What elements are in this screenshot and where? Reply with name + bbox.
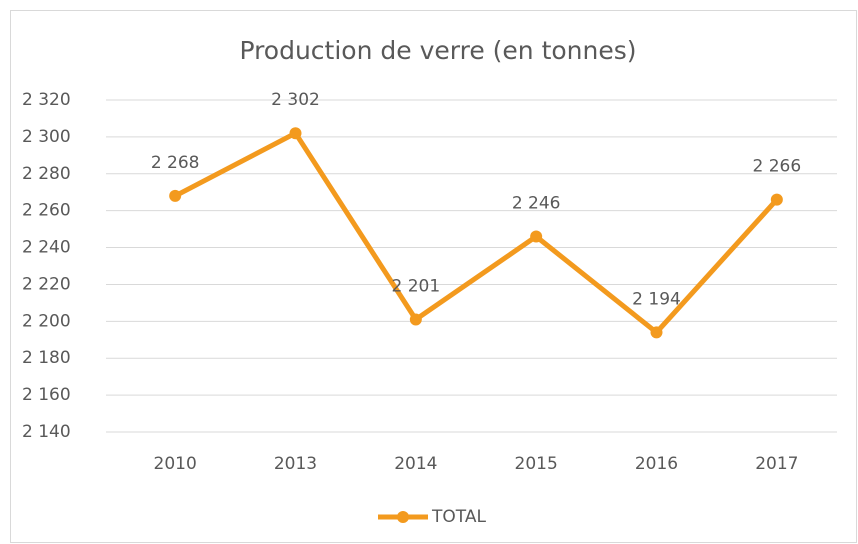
y-tick-label: 2 180 [22, 348, 71, 368]
y-tick-label: 2 140 [22, 422, 71, 442]
y-tick-label: 2 300 [22, 127, 71, 147]
marker [770, 193, 783, 206]
x-tick-label: 2017 [755, 454, 798, 474]
y-tick-label: 2 240 [22, 238, 71, 258]
y-tick-label: 2 320 [22, 90, 71, 110]
y-tick-label: 2 160 [22, 385, 71, 405]
marker [530, 230, 543, 243]
data-label: 2 194 [632, 289, 681, 309]
y-tick-label: 2 200 [22, 311, 71, 331]
marker [289, 127, 302, 140]
x-tick-label: 2010 [154, 454, 197, 474]
y-tick-label: 2 260 [22, 201, 71, 221]
marker [650, 326, 663, 339]
legend-marker [397, 511, 409, 523]
data-label: 2 266 [752, 157, 801, 177]
data-label: 2 246 [512, 193, 561, 213]
y-tick-label: 2 220 [22, 274, 71, 294]
line [174, 130, 779, 335]
y-tick-label: 2 280 [22, 164, 71, 184]
marker [169, 189, 182, 202]
chart-title: Production de verre (en tonnes) [239, 36, 636, 65]
x-tick-label: 2016 [635, 454, 678, 474]
marker [409, 313, 422, 326]
x-tick-label: 2015 [515, 454, 558, 474]
data-label: 2 201 [391, 276, 440, 296]
chart-border [10, 10, 857, 543]
x-tick-label: 2013 [274, 454, 317, 474]
data-label: 2 302 [271, 90, 320, 110]
legend-label: TOTAL [431, 507, 486, 527]
data-label: 2 268 [151, 153, 200, 173]
x-tick-label: 2014 [394, 454, 437, 474]
